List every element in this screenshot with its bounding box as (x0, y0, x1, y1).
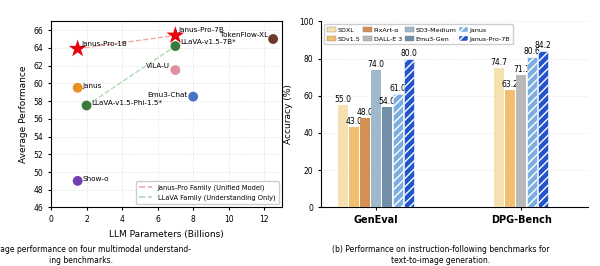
Point (170, 68, 180, 72)
Y-axis label: Average Performance: Average Performance (19, 66, 28, 163)
Legend: SDXL, SDv1.5, PixArt-α, DALL-E 3, SD3-Medium, Emu3-Gen, Janus, Janus-Pro-7B: SDXL, SDv1.5, PixArt-α, DALL-E 3, SD3-Me… (324, 24, 513, 44)
Text: 80.0: 80.0 (401, 49, 418, 58)
Text: Janus-Pro-1B: Janus-Pro-1B (81, 41, 127, 47)
Text: Emu3-Chat: Emu3-Chat (148, 92, 188, 98)
Point (170, 33, 180, 38)
Text: 80.6: 80.6 (524, 47, 541, 56)
Text: 84.2: 84.2 (535, 41, 551, 50)
Bar (371, 70, 381, 207)
Text: TokenFlow-XL: TokenFlow-XL (220, 32, 268, 38)
Text: 54.0: 54.0 (379, 97, 395, 106)
Bar (527, 57, 538, 207)
Point (268, 37, 278, 41)
Bar (338, 105, 348, 207)
Y-axis label: Accuracy (%): Accuracy (%) (284, 84, 293, 144)
Text: (a) Average performance on four multimodal understand-
ing benchmarks.: (a) Average performance on four multimod… (0, 245, 191, 265)
Text: LLaVA-v1.5-7B*: LLaVA-v1.5-7B* (180, 39, 236, 45)
Bar (404, 59, 414, 207)
Text: 61.0: 61.0 (389, 84, 406, 93)
Point (73, 47, 82, 51)
Text: 63.2: 63.2 (502, 80, 518, 89)
Bar (382, 107, 392, 207)
Point (170, 44, 180, 48)
Text: 74.7: 74.7 (491, 59, 508, 68)
Bar (360, 118, 370, 207)
Text: Janus-Pro-7B: Janus-Pro-7B (178, 27, 224, 33)
Point (188, 94, 198, 99)
Text: Show-o: Show-o (82, 176, 109, 182)
Bar (538, 51, 548, 207)
Legend: Janus-Pro Family (Unified Model), LLaVA Family (Understanding Only): Janus-Pro Family (Unified Model), LLaVA … (136, 181, 278, 204)
Point (73, 86, 82, 90)
Text: VILA-U: VILA-U (146, 63, 170, 69)
Text: LLaVA-v1.5-Phi-1.5*: LLaVA-v1.5-Phi-1.5* (91, 100, 162, 106)
Text: 55.0: 55.0 (334, 95, 352, 104)
Text: 48.0: 48.0 (356, 108, 373, 117)
Point (73, 179, 82, 183)
Bar (494, 68, 505, 207)
Bar (505, 90, 515, 207)
X-axis label: LLM Parameters (Billions): LLM Parameters (Billions) (109, 230, 224, 239)
Text: Janus: Janus (82, 83, 101, 89)
Bar (516, 75, 526, 207)
Text: 71.1: 71.1 (513, 65, 530, 74)
Point (82, 103, 91, 108)
Text: 74.0: 74.0 (367, 60, 385, 69)
Text: 43.0: 43.0 (346, 118, 362, 127)
Text: (b) Performance on instruction-following benchmarks for
text-to-image generation: (b) Performance on instruction-following… (332, 245, 550, 265)
Bar (393, 94, 403, 207)
Bar (349, 127, 359, 207)
